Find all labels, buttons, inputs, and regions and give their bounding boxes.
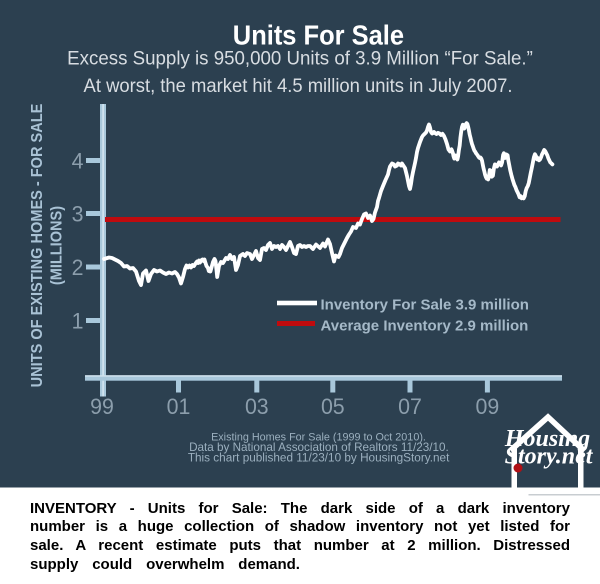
svg-text:4: 4	[72, 148, 84, 173]
svg-text:Units For Sale: Units For Sale	[233, 19, 404, 50]
svg-text:At worst, the market hit 4.5 m: At worst, the market hit 4.5 million uni…	[84, 75, 513, 96]
svg-text:01: 01	[167, 394, 191, 419]
svg-text:3: 3	[72, 201, 84, 226]
svg-text:Average Inventory 2.9 million: Average Inventory 2.9 million	[321, 318, 529, 335]
svg-text:09: 09	[476, 394, 500, 419]
svg-text:07: 07	[398, 394, 422, 419]
svg-text:Existing Homes For Sale (1999: Existing Homes For Sale (1999 to Oct 201…	[211, 432, 426, 444]
svg-text:2: 2	[72, 255, 84, 280]
svg-text:03: 03	[245, 394, 269, 419]
svg-text:05: 05	[321, 394, 345, 419]
svg-text:Story.net: Story.net	[505, 444, 594, 470]
svg-text:(MILLIONS): (MILLIONS)	[48, 206, 66, 285]
svg-text:Inventory For Sale 3.9 million: Inventory For Sale 3.9 million	[321, 297, 529, 314]
svg-text:1: 1	[72, 308, 84, 333]
svg-text:Excess Supply is 950,000 Units: Excess Supply is 950,000 Units of 3.9 Mi…	[67, 47, 533, 68]
svg-text:This chart published 11/23/10: This chart published 11/23/10 by Housing…	[188, 452, 450, 465]
svg-text:UNITS OF EXISTING HOMES - FOR: UNITS OF EXISTING HOMES - FOR SALE	[28, 104, 46, 388]
svg-text:Housing: Housing	[504, 426, 590, 452]
svg-text:Data by National Association o: Data by National Association of Realtors…	[189, 441, 449, 454]
svg-text:99: 99	[90, 394, 114, 419]
